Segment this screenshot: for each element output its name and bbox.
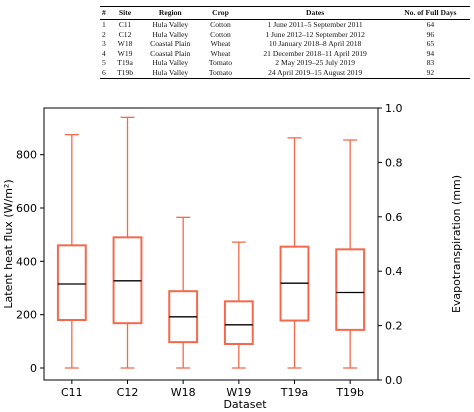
y-tick-label: 400 bbox=[16, 255, 37, 268]
box-W19 bbox=[223, 241, 254, 369]
table-cell: Hula Valley bbox=[152, 20, 189, 29]
table-cell: Tomato bbox=[208, 58, 233, 68]
table-cell: 65 bbox=[426, 39, 435, 49]
y-tick-label: 0 bbox=[30, 362, 37, 375]
table-header-cell: # bbox=[102, 8, 106, 17]
y2-tick-label: 0.8 bbox=[385, 156, 403, 169]
box-C11 bbox=[56, 134, 87, 369]
table-cell: 24 April 2019–15 August 2019 bbox=[268, 67, 363, 77]
table-cell: 64 bbox=[426, 20, 435, 29]
y-tick-label: 200 bbox=[16, 309, 37, 322]
table-cell: 10 January 2018–8 April 2018 bbox=[268, 39, 362, 49]
table-cell: C12 bbox=[118, 29, 132, 39]
x-tick-label: T19a bbox=[280, 386, 308, 399]
table-cell: 1 June 2012–12 September 2012 bbox=[265, 29, 365, 39]
table-row: 3 W18 Coastal Plain Wheat 10 January 2018–8 … bbox=[100, 39, 470, 49]
table-row: 4 W19 Coastal Plain Wheat 21 December 2018–1… bbox=[100, 49, 470, 59]
table-cell: Wheat bbox=[210, 39, 231, 49]
table-cell: 1 bbox=[102, 20, 106, 29]
table-header-cell: Region bbox=[158, 8, 182, 17]
iqr-box bbox=[56, 244, 87, 321]
table-cell: Wheat bbox=[210, 48, 231, 58]
table-cell: 2 May 2019–25 July 2019 bbox=[275, 58, 355, 68]
box-T19b bbox=[335, 139, 366, 369]
x-axis-ticks: C11 C12 W18 W19 T19a T19b bbox=[61, 380, 364, 399]
table-header-cell: Dates bbox=[306, 8, 325, 17]
x-tick-label: W18 bbox=[171, 386, 196, 399]
table-cell: 4 bbox=[102, 48, 106, 58]
y-tick-label: 800 bbox=[16, 149, 37, 162]
table-cell: Tomato bbox=[208, 67, 233, 77]
x-tick-label: C11 bbox=[61, 386, 83, 399]
table-cell: Cotton bbox=[210, 20, 231, 29]
boxes-group bbox=[56, 116, 366, 369]
table-cell: 5 bbox=[102, 58, 106, 68]
table-cell: 96 bbox=[426, 29, 435, 39]
y2-tick-label: 0.4 bbox=[385, 265, 403, 278]
table-cell: T19a bbox=[117, 58, 133, 68]
site-table: # Site Region Crop Dates No. of Full Days 1 C1… bbox=[100, 6, 470, 79]
iqr-box bbox=[223, 300, 254, 346]
table-cell: W19 bbox=[117, 48, 133, 58]
table-cell: 83 bbox=[426, 58, 435, 68]
table-cell: Cotton bbox=[210, 29, 231, 39]
table-row: 1 C11 Hula Valley Cotton 1 June 2011–5 Septe… bbox=[100, 20, 470, 30]
box-W18 bbox=[168, 216, 199, 369]
table-cell: W18 bbox=[117, 39, 133, 49]
y-tick-label: 600 bbox=[16, 202, 37, 215]
table-cell: Hula Valley bbox=[152, 29, 189, 39]
x-tick-label: W19 bbox=[226, 386, 251, 399]
table-cell: 21 December 2018–11 April 2019 bbox=[263, 48, 367, 58]
y2-axis-title: Evapotranspiration (mm) bbox=[450, 175, 463, 313]
table-cell: 92 bbox=[426, 67, 435, 77]
x-axis-title: Dataset bbox=[223, 398, 267, 411]
table-header-row: # Site Region Crop Dates No. of Full Days bbox=[100, 6, 470, 20]
table-header-cell: No. of Full Days bbox=[404, 8, 457, 17]
table-cell: 3 bbox=[102, 39, 106, 49]
y2-tick-label: 0.6 bbox=[385, 211, 403, 224]
table-header-cell: Crop bbox=[212, 8, 229, 17]
y2-tick-label: 0.2 bbox=[385, 320, 403, 333]
table-row: 6 T19b Hula Valley Tomato 24 April 2019–15 A… bbox=[100, 67, 470, 79]
table-cell: C11 bbox=[118, 20, 132, 29]
y-axis-title: Latent heat flux (W/m²) bbox=[2, 179, 15, 308]
table-cell: 2 bbox=[102, 29, 106, 39]
table-cell: T19b bbox=[117, 67, 134, 77]
x-tick-label: C12 bbox=[117, 386, 139, 399]
x-tick-label: T19b bbox=[335, 386, 364, 399]
table-cell: 94 bbox=[426, 48, 435, 58]
y2-tick-label: 1.0 bbox=[385, 102, 403, 115]
box-C12 bbox=[112, 116, 143, 369]
table-body: 1 C11 Hula Valley Cotton 1 June 2011–5 Septe… bbox=[100, 20, 470, 79]
table-row: 5 T19a Hula Valley Tomato 2 May 2019–25 July… bbox=[100, 58, 470, 68]
table-cell: 1 June 2011–5 September 2011 bbox=[267, 20, 363, 29]
table-row: 2 C12 Hula Valley Cotton 1 June 2012–12 Sept… bbox=[100, 30, 470, 40]
box-T19a bbox=[279, 137, 310, 369]
table-cell: 6 bbox=[102, 67, 106, 77]
table-cell: Hula Valley bbox=[152, 67, 189, 77]
y2-tick-label: 0.0 bbox=[385, 374, 403, 387]
table-cell: Hula Valley bbox=[152, 58, 189, 68]
table-cell: Coastal Plain bbox=[150, 39, 191, 49]
plot-frame bbox=[43, 107, 379, 381]
table-cell: Coastal Plain bbox=[150, 48, 191, 58]
iqr-box bbox=[335, 248, 366, 331]
y2-axis-ticks: 0.0 0.2 0.4 0.6 0.8 1.0 bbox=[378, 102, 403, 387]
y-axis-ticks: 0 200 400 600 800 bbox=[16, 149, 44, 375]
table-header-cell: Site bbox=[118, 8, 132, 17]
